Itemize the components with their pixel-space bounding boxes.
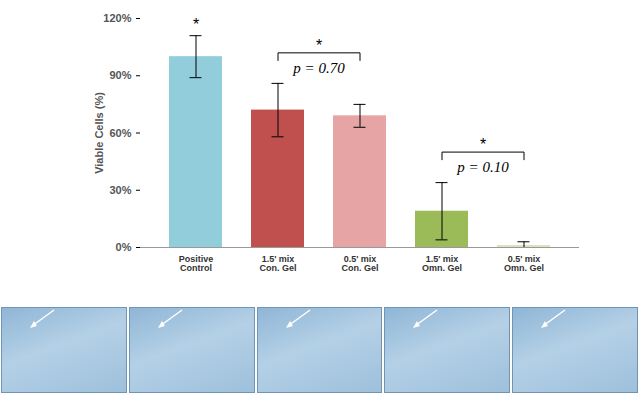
svg-text:60%: 60% (109, 127, 131, 139)
svg-text:Viable Cells (%): Viable Cells (%) (93, 92, 105, 174)
svg-text:0%: 0% (116, 241, 132, 253)
svg-text:1.5' mixOmn. Gel: 1.5' mixOmn. Gel (422, 254, 462, 273)
svg-text:*: * (316, 37, 322, 54)
svg-text:0.5' mixOmn. Gel: 0.5' mixOmn. Gel (504, 254, 544, 273)
svg-text:*: * (480, 136, 486, 153)
svg-text:1.5' mixCon. Gel: 1.5' mixCon. Gel (259, 254, 296, 273)
svg-text:p = 0.70: p = 0.70 (292, 60, 345, 76)
svg-text:90%: 90% (109, 69, 131, 81)
svg-text:0.5' mixCon. Gel: 0.5' mixCon. Gel (341, 254, 378, 273)
svg-text:*: * (193, 16, 199, 33)
svg-text:30%: 30% (109, 184, 131, 196)
svg-text:p = 0.10: p = 0.10 (456, 159, 509, 175)
svg-text:PositiveControl: PositiveControl (179, 254, 214, 273)
svg-text:120%: 120% (103, 12, 131, 24)
